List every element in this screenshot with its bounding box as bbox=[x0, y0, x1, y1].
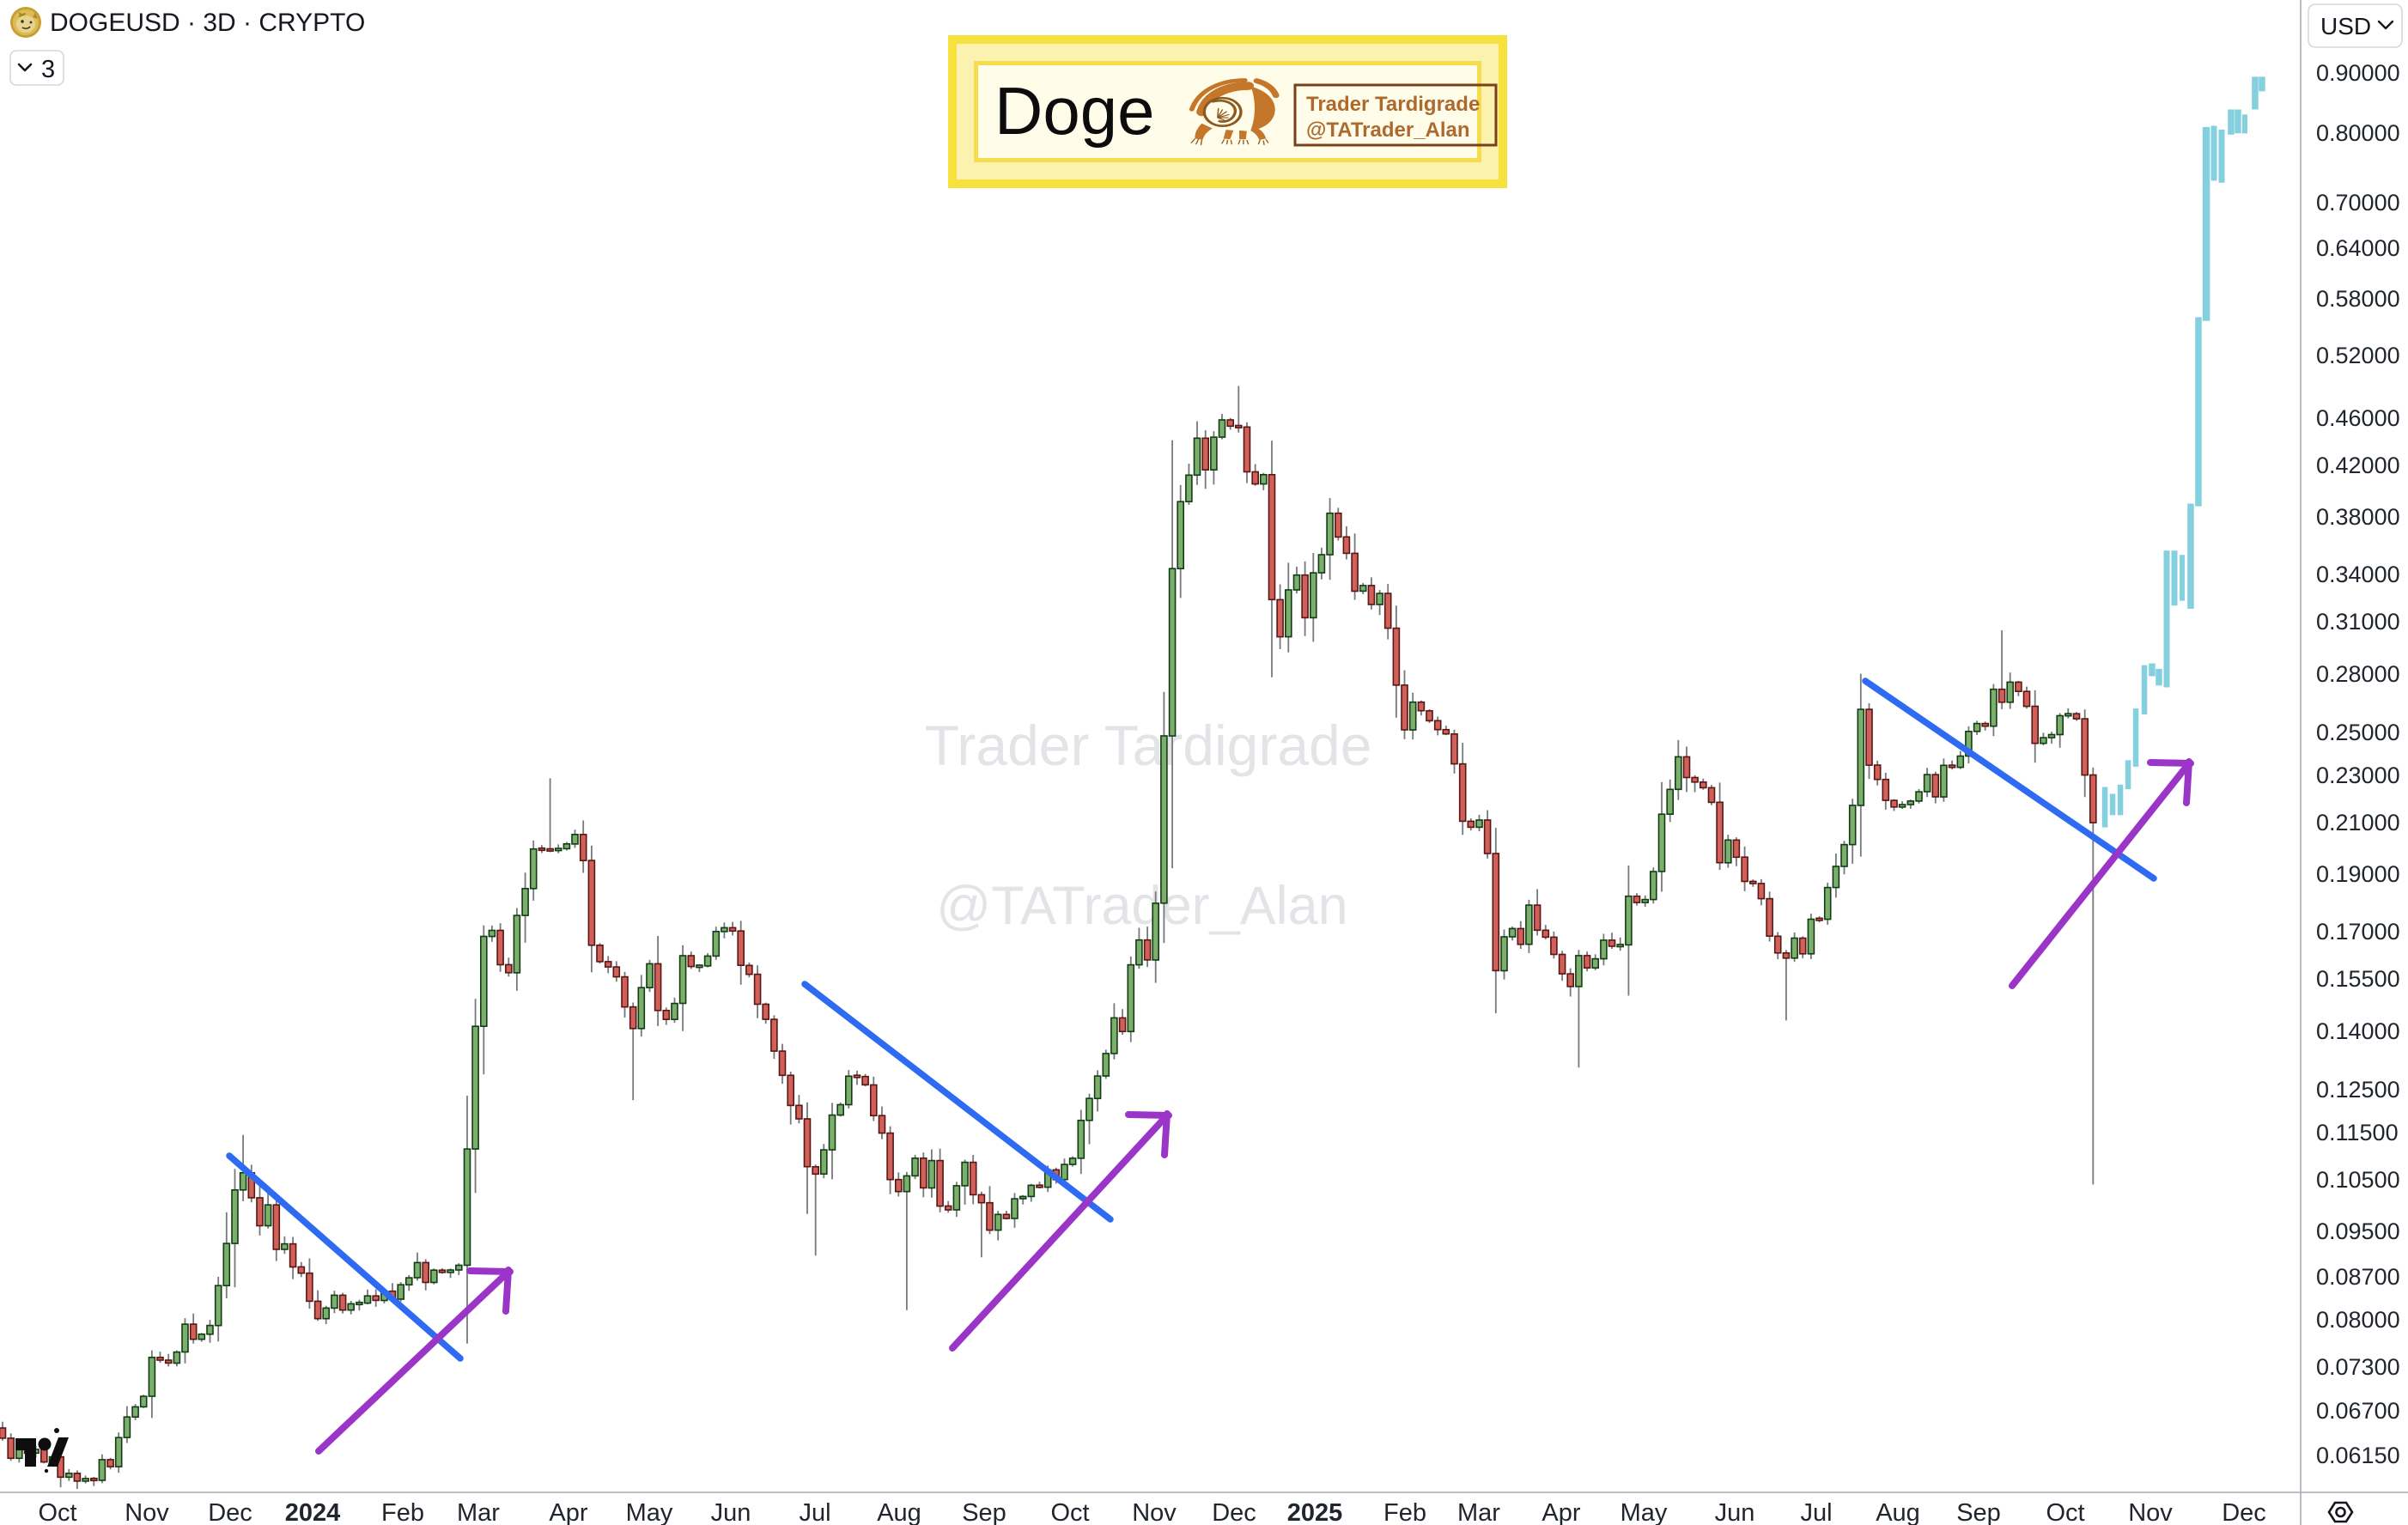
svg-text:Nov: Nov bbox=[2128, 1499, 2173, 1525]
svg-text:0.06150: 0.06150 bbox=[2316, 1443, 2400, 1468]
svg-text:Apr: Apr bbox=[1541, 1499, 1580, 1525]
svg-text:Jul: Jul bbox=[799, 1499, 830, 1525]
svg-text:0.52000: 0.52000 bbox=[2316, 343, 2400, 368]
svg-text:Aug: Aug bbox=[877, 1499, 921, 1525]
svg-text:0.19000: 0.19000 bbox=[2316, 861, 2400, 887]
svg-text:0.08000: 0.08000 bbox=[2316, 1307, 2400, 1333]
svg-text:0.11500: 0.11500 bbox=[2316, 1120, 2399, 1145]
svg-text:0.70000: 0.70000 bbox=[2316, 190, 2400, 216]
svg-text:0.38000: 0.38000 bbox=[2316, 504, 2400, 530]
svg-text:0.90000: 0.90000 bbox=[2316, 60, 2400, 86]
svg-text:Nov: Nov bbox=[125, 1499, 169, 1525]
svg-text:May: May bbox=[626, 1499, 673, 1525]
svg-text:Dec: Dec bbox=[2222, 1499, 2266, 1525]
svg-text:Dec: Dec bbox=[208, 1499, 252, 1525]
svg-text:0.07300: 0.07300 bbox=[2316, 1354, 2400, 1380]
svg-text:0.34000: 0.34000 bbox=[2316, 562, 2400, 587]
svg-text:Sep: Sep bbox=[1956, 1499, 2001, 1525]
svg-text:0.31000: 0.31000 bbox=[2316, 609, 2400, 635]
svg-text:Trader Tardigrade: Trader Tardigrade bbox=[1306, 93, 1480, 116]
svg-text:0.17000: 0.17000 bbox=[2316, 919, 2400, 945]
svg-text:USD: USD bbox=[2320, 13, 2371, 39]
svg-text:DOGEUSD · 3D · CRYPTO: DOGEUSD · 3D · CRYPTO bbox=[50, 9, 365, 37]
svg-text:0.21000: 0.21000 bbox=[2316, 810, 2400, 835]
svg-text:@TATrader_Alan: @TATrader_Alan bbox=[936, 876, 1347, 936]
svg-text:Mar: Mar bbox=[1457, 1499, 1500, 1525]
svg-text:0.28000: 0.28000 bbox=[2316, 661, 2400, 687]
svg-text:Oct: Oct bbox=[1050, 1499, 1089, 1525]
svg-text:3: 3 bbox=[41, 56, 55, 83]
svg-text:0.15500: 0.15500 bbox=[2316, 966, 2400, 992]
svg-text:Feb: Feb bbox=[1383, 1499, 1426, 1525]
svg-text:@TATrader_Alan: @TATrader_Alan bbox=[1306, 118, 1470, 142]
svg-text:Doge: Doge bbox=[994, 73, 1154, 149]
svg-text:Feb: Feb bbox=[381, 1499, 424, 1525]
svg-text:Jun: Jun bbox=[1715, 1499, 1755, 1525]
svg-text:Sep: Sep bbox=[962, 1499, 1006, 1525]
svg-text:Apr: Apr bbox=[549, 1499, 587, 1525]
svg-text:0.64000: 0.64000 bbox=[2316, 235, 2400, 261]
svg-text:Mar: Mar bbox=[457, 1499, 500, 1525]
svg-text:Oct: Oct bbox=[2046, 1499, 2084, 1525]
svg-text:Nov: Nov bbox=[1132, 1499, 1177, 1525]
svg-text:Jun: Jun bbox=[711, 1499, 751, 1525]
svg-text:Aug: Aug bbox=[1876, 1499, 1920, 1525]
svg-text:Oct: Oct bbox=[38, 1499, 76, 1525]
svg-text:2024: 2024 bbox=[285, 1499, 341, 1525]
svg-text:0.58000: 0.58000 bbox=[2316, 286, 2400, 312]
svg-text:0.25000: 0.25000 bbox=[2316, 720, 2400, 745]
svg-text:0.06700: 0.06700 bbox=[2316, 1398, 2400, 1424]
svg-text:May: May bbox=[1621, 1499, 1668, 1525]
svg-text:0.23000: 0.23000 bbox=[2316, 762, 2400, 788]
svg-text:2025: 2025 bbox=[1287, 1499, 1343, 1525]
svg-text:0.14000: 0.14000 bbox=[2316, 1018, 2400, 1044]
svg-text:0.12500: 0.12500 bbox=[2316, 1077, 2400, 1103]
svg-text:0.80000: 0.80000 bbox=[2316, 120, 2400, 146]
svg-text:Jul: Jul bbox=[1800, 1499, 1832, 1525]
svg-text:0.42000: 0.42000 bbox=[2316, 453, 2400, 478]
svg-text:Dec: Dec bbox=[1212, 1499, 1256, 1525]
svg-text:0.46000: 0.46000 bbox=[2316, 405, 2400, 431]
svg-text:Trader Tardigrade: Trader Tardigrade bbox=[925, 714, 1372, 777]
svg-text:0.08700: 0.08700 bbox=[2316, 1264, 2400, 1290]
svg-text:0.10500: 0.10500 bbox=[2316, 1167, 2400, 1193]
svg-text:0.09500: 0.09500 bbox=[2316, 1218, 2400, 1244]
